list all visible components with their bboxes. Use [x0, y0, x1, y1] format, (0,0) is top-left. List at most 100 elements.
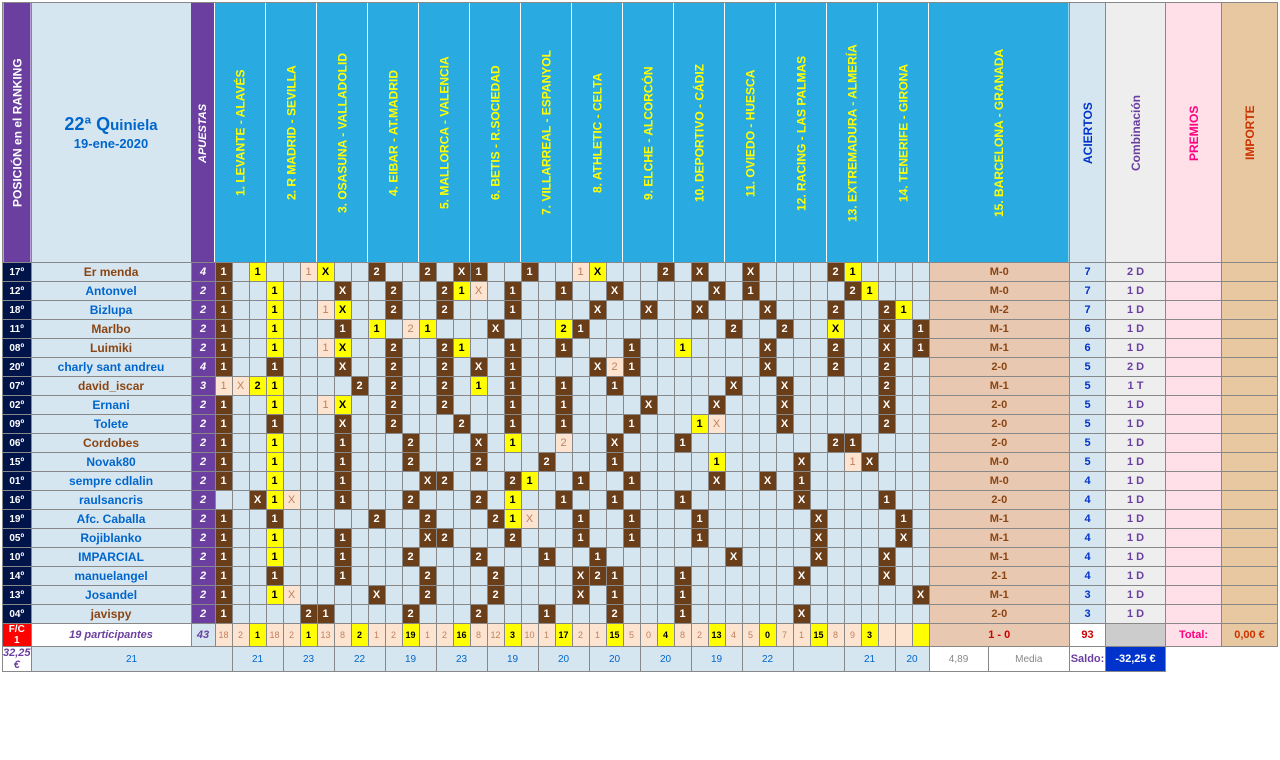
pick	[368, 396, 385, 415]
pick: 1	[674, 491, 691, 510]
pick	[606, 339, 623, 358]
pick	[351, 301, 368, 320]
pick	[572, 434, 589, 453]
pick	[538, 377, 555, 396]
pick	[521, 434, 538, 453]
pick	[538, 339, 555, 358]
pick: 2	[419, 263, 436, 282]
pick: 2	[419, 567, 436, 586]
pick	[453, 396, 470, 415]
pick	[351, 567, 368, 586]
count-top: 4	[725, 624, 742, 647]
pick: 1	[793, 472, 810, 491]
importe-val	[1222, 453, 1278, 472]
player-name: david_iscar	[31, 377, 191, 396]
aciertos-val: 5	[1070, 396, 1106, 415]
pick	[708, 358, 725, 377]
result: M-1	[929, 529, 1069, 548]
pick: 2	[878, 377, 895, 396]
pick	[351, 453, 368, 472]
pick	[453, 434, 470, 453]
pick	[776, 282, 793, 301]
pick	[640, 529, 657, 548]
header-aciertos: ACIERTOS	[1070, 3, 1106, 263]
pick	[861, 548, 878, 567]
pick: 1	[266, 339, 283, 358]
pick	[487, 282, 504, 301]
pick: 1	[266, 320, 283, 339]
pick: 1	[300, 263, 317, 282]
pick: 2	[487, 586, 504, 605]
pick: 1	[606, 453, 623, 472]
pick	[249, 301, 266, 320]
pick: 2	[402, 453, 419, 472]
pick: X	[742, 263, 759, 282]
count-bot: 22	[334, 647, 385, 672]
pick	[623, 491, 640, 510]
pick: X	[640, 301, 657, 320]
pick	[504, 567, 521, 586]
position: 18º	[3, 301, 32, 320]
count-top: 3	[504, 624, 521, 647]
premios-val	[1166, 301, 1222, 320]
pick	[895, 358, 912, 377]
pick	[385, 320, 402, 339]
pick	[555, 472, 572, 491]
count-top: 2	[436, 624, 453, 647]
pick	[691, 339, 708, 358]
pick	[283, 529, 300, 548]
pick	[521, 605, 538, 624]
pick	[742, 529, 759, 548]
pick	[912, 605, 929, 624]
pick: 2	[827, 358, 844, 377]
pick	[436, 548, 453, 567]
pick	[912, 529, 929, 548]
player-name: Josandel	[31, 586, 191, 605]
apuesta: 2	[191, 605, 215, 624]
importe-val	[1222, 320, 1278, 339]
pick	[623, 586, 640, 605]
pick: 1	[674, 339, 691, 358]
pick	[691, 548, 708, 567]
player-name: Cordobes	[31, 434, 191, 453]
pick	[674, 453, 691, 472]
pick	[606, 529, 623, 548]
pick	[878, 263, 895, 282]
pick	[895, 282, 912, 301]
importe-val	[1222, 415, 1278, 434]
pick	[674, 415, 691, 434]
importe-val	[1222, 529, 1278, 548]
player-name: raulsancris	[31, 491, 191, 510]
pick	[708, 339, 725, 358]
count-bot: 19	[691, 647, 742, 672]
pick	[487, 491, 504, 510]
pick	[640, 491, 657, 510]
pick: 2	[504, 529, 521, 548]
pick	[793, 301, 810, 320]
pick: X	[470, 282, 487, 301]
pick	[844, 472, 861, 491]
pick	[674, 282, 691, 301]
count-top: 1	[368, 624, 385, 647]
pick	[759, 510, 776, 529]
header-posicion: POSICIÓN en el RANKING	[3, 3, 32, 263]
pick	[912, 263, 929, 282]
pick	[419, 491, 436, 510]
pick	[793, 377, 810, 396]
pick	[674, 320, 691, 339]
pick	[453, 529, 470, 548]
result: 2-0	[929, 396, 1069, 415]
pick	[759, 491, 776, 510]
pick	[402, 529, 419, 548]
pick: 2	[487, 510, 504, 529]
pick: 2	[385, 415, 402, 434]
importe-val	[1222, 377, 1278, 396]
pick	[317, 548, 334, 567]
count-bot: 23	[436, 647, 487, 672]
pick: 1	[504, 434, 521, 453]
pick: X	[419, 472, 436, 491]
pick	[232, 301, 249, 320]
pick	[895, 605, 912, 624]
pick	[385, 263, 402, 282]
pick	[419, 282, 436, 301]
